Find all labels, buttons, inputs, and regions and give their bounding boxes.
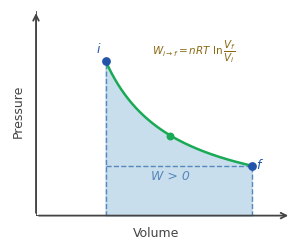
Text: W > 0: W > 0 [151, 171, 190, 184]
Point [249, 164, 254, 168]
Text: i: i [96, 43, 100, 56]
Text: Pressure: Pressure [12, 85, 25, 138]
Point [168, 134, 173, 137]
Point [103, 59, 108, 63]
Text: $W_{i \rightarrow f} = nRT\ \ln\dfrac{V_f}{V_i}$: $W_{i \rightarrow f} = nRT\ \ln\dfrac{V_… [152, 38, 236, 65]
Text: f: f [256, 159, 261, 172]
Text: Volume: Volume [134, 227, 180, 240]
